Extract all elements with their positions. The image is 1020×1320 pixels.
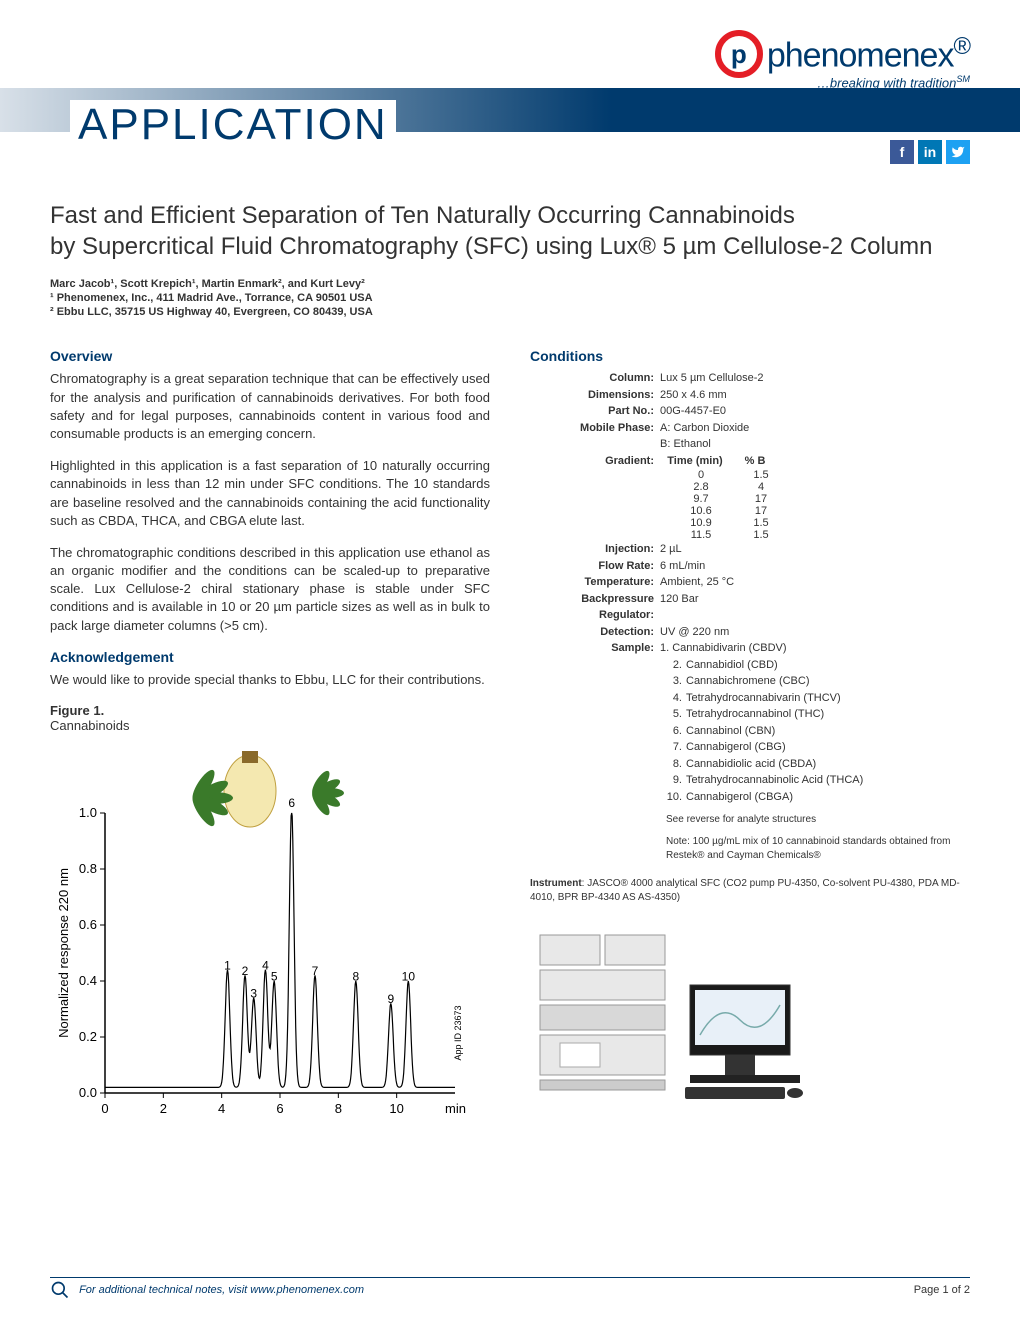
cond-row: Backpressure Regulator:120 Bar: [530, 591, 970, 624]
figure-label: Figure 1. Cannabinoids: [50, 703, 490, 733]
svg-text:6: 6: [288, 796, 295, 810]
social-links: f in: [890, 140, 970, 164]
svg-text:4: 4: [262, 958, 269, 972]
sample-label-row: Sample: 1. Cannabidivarin (CBDV): [530, 640, 970, 657]
cond-row: B: Ethanol: [530, 436, 970, 453]
svg-text:5: 5: [271, 970, 278, 984]
svg-text:10: 10: [402, 970, 416, 984]
chromatogram-chart: 0.00.20.40.60.81.00246810minNormalized r…: [50, 743, 470, 1123]
cond-row: Injection:2 µL: [530, 541, 970, 558]
instrument-info: Instrument: JASCO® 4000 analytical SFC (…: [530, 877, 970, 905]
conditions-table: Column:Lux 5 µm Cellulose-2Dimensions:25…: [530, 370, 970, 453]
svg-text:2: 2: [160, 1101, 167, 1116]
svg-text:4: 4: [218, 1101, 225, 1116]
gradient-table: 01.52.849.71710.61710.91.511.51.5: [666, 469, 970, 541]
gradient-label-row: Gradient: Time (min) % B: [530, 453, 970, 470]
sample-row: 2.Cannabidiol (CBD): [666, 657, 970, 674]
sample-list: 2.Cannabidiol (CBD)3.Cannabichromene (CB…: [666, 657, 970, 806]
sample-row: 9.Tetrahydrocannabinolic Acid (THCA): [666, 772, 970, 789]
conditions-head: Conditions: [530, 348, 970, 364]
footer-text: For additional technical notes, visit ww…: [79, 1284, 364, 1296]
ack-head: Acknowledgement: [50, 649, 490, 665]
svg-text:3: 3: [250, 986, 257, 1000]
twitter-icon[interactable]: [946, 140, 970, 164]
see-reverse-note: See reverse for analyte structures: [666, 813, 970, 827]
svg-text:0.2: 0.2: [79, 1029, 97, 1044]
svg-text:8: 8: [335, 1101, 342, 1116]
search-icon: [50, 1280, 70, 1300]
document-title: Fast and Efficient Separation of Ten Nat…: [50, 200, 970, 262]
cond-row: Flow Rate:6 mL/min: [530, 558, 970, 575]
svg-text:Normalized response 220 nm: Normalized response 220 nm: [56, 868, 71, 1038]
svg-text:min: min: [445, 1101, 466, 1116]
standards-note: Note: 100 µg/mL mix of 10 cannabinoid st…: [666, 835, 970, 863]
gradient-row: 01.5: [666, 469, 970, 481]
conditions-table-2: Injection:2 µLFlow Rate:6 mL/minTemperat…: [530, 541, 970, 640]
logo-mark: p: [715, 30, 763, 78]
gradient-row: 10.91.5: [666, 517, 970, 529]
svg-text:0.0: 0.0: [79, 1085, 97, 1100]
svg-text:0.6: 0.6: [79, 917, 97, 932]
svg-text:1.0: 1.0: [79, 805, 97, 820]
sample-row: 5.Tetrahydrocannabinol (THC): [666, 706, 970, 723]
gradient-row: 11.51.5: [666, 529, 970, 541]
overview-p3: The chromatographic conditions described…: [50, 544, 490, 635]
cond-row: Detection:UV @ 220 nm: [530, 624, 970, 641]
linkedin-icon[interactable]: in: [918, 140, 942, 164]
svg-text:0: 0: [101, 1101, 108, 1116]
brand-logo-area: p phenomenex® …breaking with traditionSM: [715, 30, 970, 90]
sample-row: 6.Cannabinol (CBN): [666, 723, 970, 740]
sample-row: 8.Cannabidiolic acid (CBDA): [666, 756, 970, 773]
instrument-image: [530, 925, 810, 1105]
gradient-row: 10.617: [666, 505, 970, 517]
ack-text: We would like to provide special thanks …: [50, 671, 490, 689]
svg-text:0.4: 0.4: [79, 973, 97, 988]
svg-text:6: 6: [276, 1101, 283, 1116]
affiliation-2: ² Ebbu LLC, 35715 US Highway 40, Evergre…: [50, 306, 970, 318]
svg-text:App ID 23673: App ID 23673: [453, 1005, 463, 1060]
overview-p1: Chromatography is a great separation tec…: [50, 370, 490, 443]
svg-text:0.8: 0.8: [79, 861, 97, 876]
app-label: APPLICATION: [70, 100, 396, 150]
svg-text:9: 9: [387, 992, 394, 1006]
cond-row: Dimensions:250 x 4.6 mm: [530, 387, 970, 404]
sample-row: 3.Cannabichromene (CBC): [666, 673, 970, 690]
gradient-row: 2.84: [666, 481, 970, 493]
authors: Marc Jacob¹, Scott Krepich¹, Martin Enma…: [50, 278, 970, 290]
overview-head: Overview: [50, 348, 490, 364]
brand-name: phenomenex®: [767, 33, 970, 75]
sample-row: 4.Tetrahydrocannabivarin (THCV): [666, 690, 970, 707]
gradient-row: 9.717: [666, 493, 970, 505]
sample-row: 7.Cannabigerol (CBG): [666, 739, 970, 756]
page-number: Page 1 of 2: [914, 1284, 970, 1296]
cond-row: Column:Lux 5 µm Cellulose-2: [530, 370, 970, 387]
overview-p2: Highlighted in this application is a fas…: [50, 457, 490, 530]
cond-row: Temperature:Ambient, 25 °C: [530, 574, 970, 591]
cond-row: Mobile Phase:A: Carbon Dioxide: [530, 420, 970, 437]
svg-text:2: 2: [242, 964, 249, 978]
affiliation-1: ¹ Phenomenex, Inc., 411 Madrid Ave., Tor…: [50, 292, 970, 304]
svg-text:7: 7: [312, 964, 319, 978]
svg-text:1: 1: [224, 958, 231, 972]
brand-logo: p phenomenex®: [715, 30, 970, 78]
cond-row: Part No.:00G-4457-E0: [530, 403, 970, 420]
sample-row: 10.Cannabigerol (CBGA): [666, 789, 970, 806]
footer-rule: [50, 1277, 970, 1278]
svg-text:8: 8: [352, 970, 359, 984]
footer: For additional technical notes, visit ww…: [50, 1280, 970, 1300]
svg-text:10: 10: [389, 1101, 403, 1116]
facebook-icon[interactable]: f: [890, 140, 914, 164]
